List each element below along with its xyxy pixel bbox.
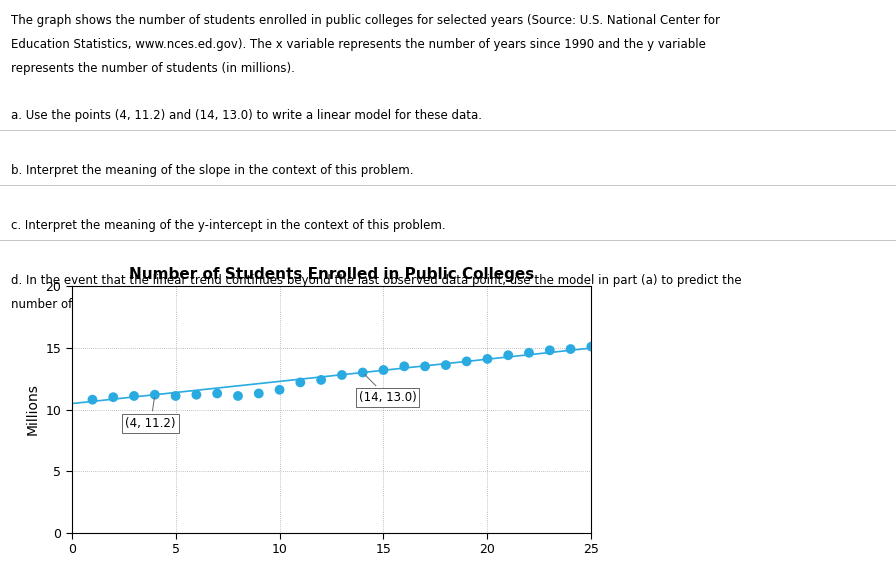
Text: d. In the event that the linear trend continues beyond the last observed data po: d. In the event that the linear trend co… [11, 274, 741, 287]
Text: c. Interpret the meaning of the y-intercept in the context of this problem.: c. Interpret the meaning of the y-interc… [11, 219, 445, 232]
Point [564, 344, 578, 353]
Point [376, 366, 391, 375]
Point [543, 346, 557, 355]
Point [356, 368, 370, 377]
Text: b. Interpret the meaning of the slope in the context of this problem.: b. Interpret the meaning of the slope in… [11, 164, 413, 177]
Point [293, 378, 307, 387]
Point [439, 361, 453, 370]
Point [521, 348, 536, 357]
Point [314, 375, 328, 384]
Point [210, 389, 224, 398]
Point [501, 351, 515, 360]
Point [231, 392, 246, 401]
Point [584, 342, 599, 351]
Point [106, 393, 120, 402]
Point [272, 385, 287, 394]
Point [252, 389, 266, 398]
Point [418, 362, 432, 371]
Text: a. Use the points (4, 11.2) and (14, 13.0) to write a linear model for these dat: a. Use the points (4, 11.2) and (14, 13.… [11, 109, 482, 122]
Point [85, 395, 99, 404]
Point [148, 390, 162, 399]
Text: The graph shows the number of students enrolled in public colleges for selected : The graph shows the number of students e… [11, 14, 719, 27]
Text: Education Statistics, www.nces.ed.gov). The x variable represents the number of : Education Statistics, www.nces.ed.gov). … [11, 38, 706, 51]
Point [397, 362, 411, 371]
Title: Number of Students Enrolled in Public Colleges: Number of Students Enrolled in Public Co… [129, 267, 534, 282]
Point [189, 390, 203, 399]
Text: number of students enrolled in public colleges for the year 2020.: number of students enrolled in public co… [11, 298, 396, 311]
Point [335, 370, 349, 379]
Point [460, 357, 474, 366]
Text: (4, 11.2): (4, 11.2) [125, 398, 176, 430]
Point [168, 392, 183, 401]
Point [480, 355, 495, 364]
Point [127, 392, 142, 401]
Text: represents the number of students (in millions).: represents the number of students (in mi… [11, 62, 295, 75]
Text: (14, 13.0): (14, 13.0) [358, 375, 417, 404]
Y-axis label: Millions: Millions [26, 384, 39, 435]
